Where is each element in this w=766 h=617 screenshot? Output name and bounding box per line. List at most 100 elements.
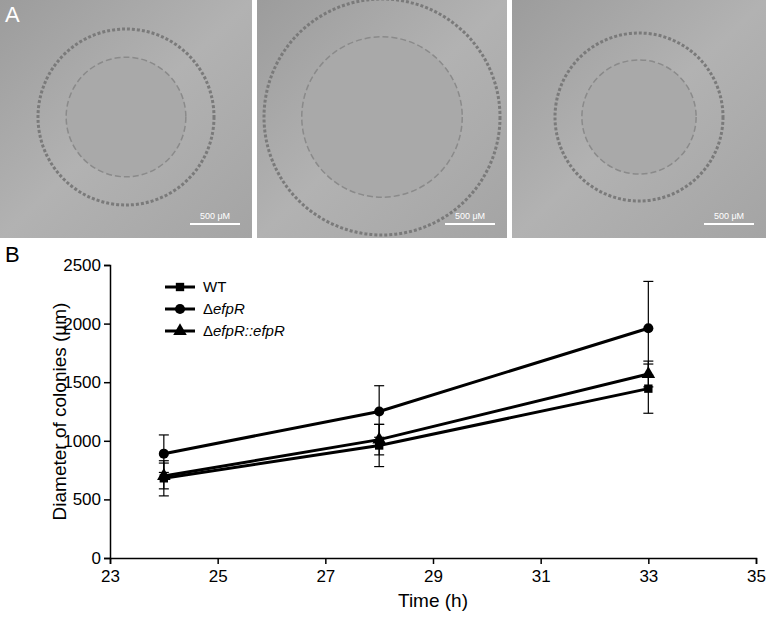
series-line <box>164 374 649 476</box>
colony-inner <box>302 37 462 197</box>
legend-marker <box>175 304 185 314</box>
y-tick-mark <box>104 265 110 267</box>
x-tick: 33 <box>639 558 658 586</box>
legend: WTΔefpRΔefpR::efpR <box>165 278 285 339</box>
micrograph-background <box>0 0 252 238</box>
y-tick-mark <box>104 558 110 560</box>
x-tick: 29 <box>424 558 443 586</box>
x-axis-title: Time (h) <box>398 590 468 611</box>
legend-marker <box>176 283 184 291</box>
micrograph: 500 μM <box>257 0 507 238</box>
x-tick-mark <box>756 558 758 564</box>
y-tick-label: 500 <box>73 490 101 509</box>
y-axis: 0 500 1000 1500 2000 2500 <box>63 256 110 568</box>
x-tick-label: 27 <box>316 567 335 586</box>
x-tick: 27 <box>316 558 335 586</box>
panel-label: B <box>5 242 20 267</box>
error-bar <box>374 424 384 466</box>
y-axis-title: Diameter of colonies (µm) <box>49 303 70 521</box>
x-tick-label: 29 <box>424 567 443 586</box>
legend-label: ΔefpR::efpR <box>203 322 285 339</box>
scale-bar-label: 500 μM <box>455 211 485 221</box>
error-bar-stem <box>379 424 380 466</box>
scale-bar <box>190 223 240 225</box>
x-tick-label: 35 <box>747 567 766 586</box>
x-tick-label: 23 <box>101 567 120 586</box>
y-tick: 500 <box>73 490 110 509</box>
marker <box>159 449 169 459</box>
error-bar-cap <box>159 434 169 435</box>
x-tick-mark <box>217 558 219 564</box>
legend-entry: ΔefpR <box>165 300 245 317</box>
y-tick-label: 0 <box>92 549 101 568</box>
panel-label: A <box>5 2 20 27</box>
y-axis-line <box>104 266 111 559</box>
colony-outer <box>38 29 214 205</box>
x-axis-line <box>111 559 757 565</box>
x-axis: 23 25 27 29 31 33 35 <box>101 558 766 586</box>
x-tick: 25 <box>209 558 228 586</box>
micrograph-background <box>512 0 766 238</box>
series <box>159 281 654 472</box>
error-bar-cap <box>374 385 384 386</box>
x-tick: 35 <box>747 558 766 586</box>
legend-entry: ΔefpR::efpR <box>165 322 285 339</box>
error-bar-cap <box>374 424 384 425</box>
error-bar-cap <box>159 495 169 496</box>
marker <box>643 323 653 333</box>
error-bar-cap <box>643 413 653 414</box>
x-tick-mark <box>540 558 542 564</box>
micrograph: 500 μM <box>0 0 252 238</box>
legend-label: ΔefpR <box>203 300 245 317</box>
error-bar-cap <box>374 424 384 425</box>
x-tick-label: 25 <box>209 567 228 586</box>
x-tick-mark <box>433 558 435 564</box>
y-tick-label: 2500 <box>63 256 101 275</box>
legend-entry: WT <box>165 278 226 295</box>
colony-outer <box>555 33 723 201</box>
y-tick-mark <box>104 441 110 443</box>
y-tick: 1500 <box>63 373 110 392</box>
colony-inner <box>582 60 696 174</box>
series <box>157 361 655 489</box>
marker <box>374 406 384 416</box>
marker <box>372 432 386 444</box>
x-tick: 31 <box>532 558 551 586</box>
y-tick-mark <box>104 382 110 384</box>
colony-outer <box>264 0 500 235</box>
marker <box>157 468 171 480</box>
y-tick: 0 <box>92 549 110 568</box>
error-bar-cap <box>159 488 169 489</box>
micrograph-background <box>257 0 507 238</box>
y-tick: 1000 <box>63 432 110 451</box>
legend-marker <box>173 323 187 335</box>
x-tick-label: 33 <box>639 567 658 586</box>
x-tick-label: 31 <box>532 567 551 586</box>
scale-bar-label: 500 μM <box>200 211 230 221</box>
figure: 500 μM 500 μM 500 μM A B 23 25 27 29 31 33 35 0 500 10… <box>0 0 766 617</box>
marker <box>642 366 656 378</box>
series <box>159 364 654 496</box>
y-tick: 2500 <box>63 256 110 275</box>
error-bar-cap <box>643 386 653 387</box>
scale-bar <box>704 223 754 225</box>
scale-bar <box>445 223 495 225</box>
error-bar-cap <box>159 462 169 463</box>
x-tick: 23 <box>101 558 120 586</box>
y-tick-mark <box>104 499 110 501</box>
error-bar-cap <box>374 466 384 467</box>
scale-bar-label: 500 μM <box>714 211 744 221</box>
error-bar <box>643 281 653 375</box>
colony-inner <box>66 57 186 177</box>
error-bar-cap <box>374 454 384 455</box>
y-tick-mark <box>104 323 110 325</box>
x-tick-mark <box>325 558 327 564</box>
plot-area <box>157 281 655 495</box>
panel-a: 500 μM 500 μM 500 μM <box>0 0 766 238</box>
y-tick: 2000 <box>63 315 110 334</box>
x-tick-mark <box>648 558 650 564</box>
micrograph: 500 μM <box>512 0 766 238</box>
error-bar-cap <box>643 361 653 362</box>
legend-label: WT <box>203 278 226 295</box>
error-bar-cap <box>643 281 653 282</box>
